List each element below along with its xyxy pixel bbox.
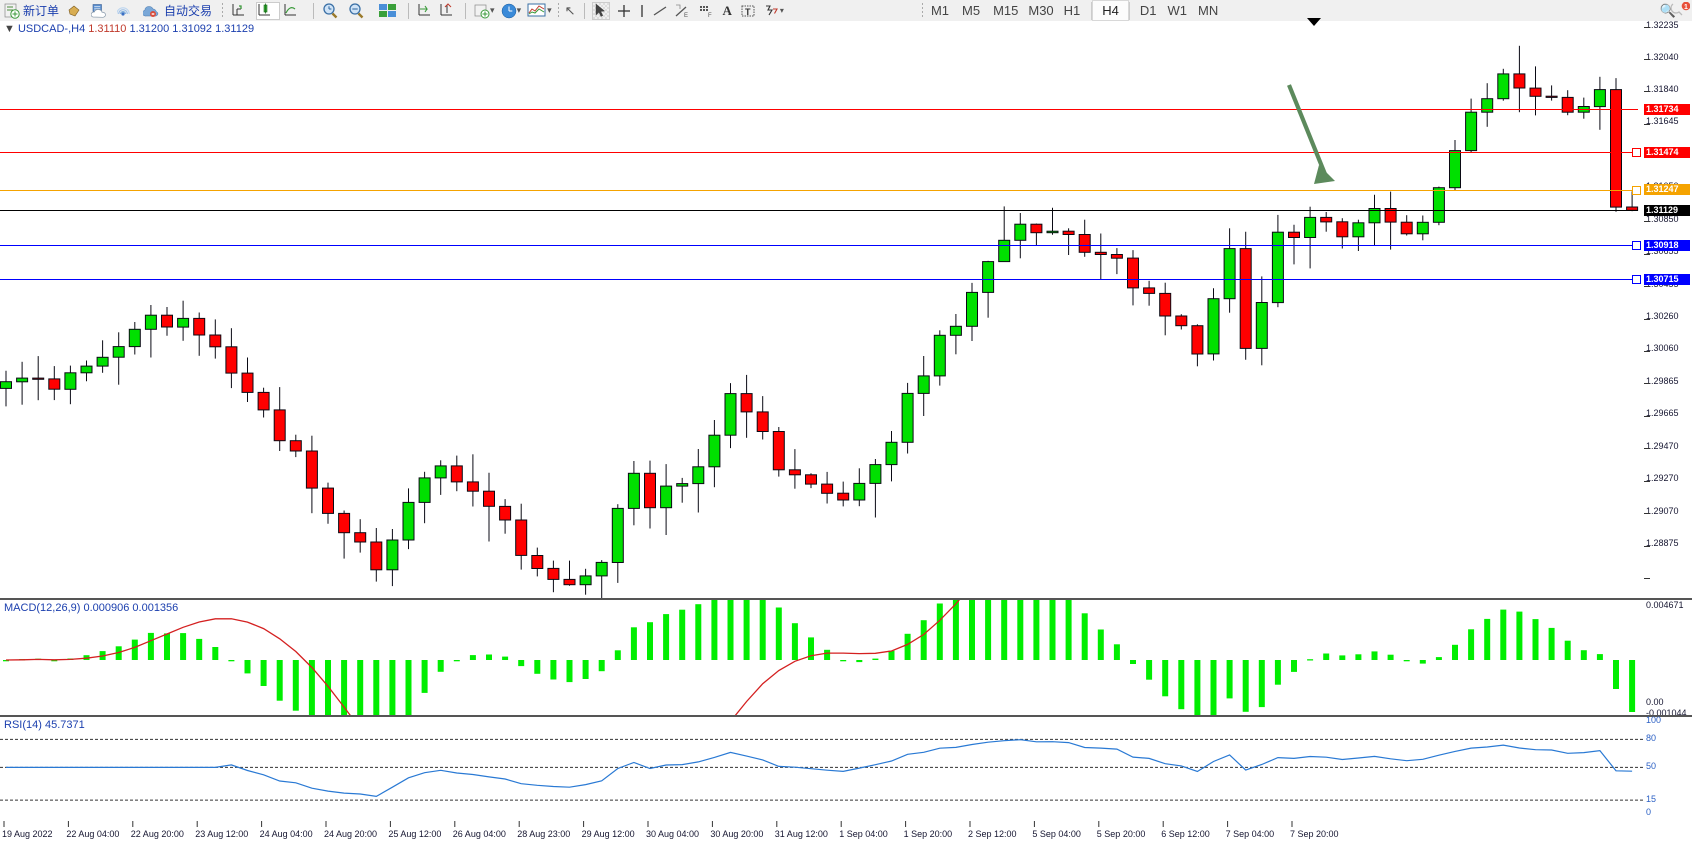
svg-text:E: E — [684, 13, 688, 18]
svg-text:F: F — [708, 13, 712, 18]
svg-text:T: T — [745, 7, 751, 17]
svg-text:1: 1 — [1684, 4, 1688, 11]
